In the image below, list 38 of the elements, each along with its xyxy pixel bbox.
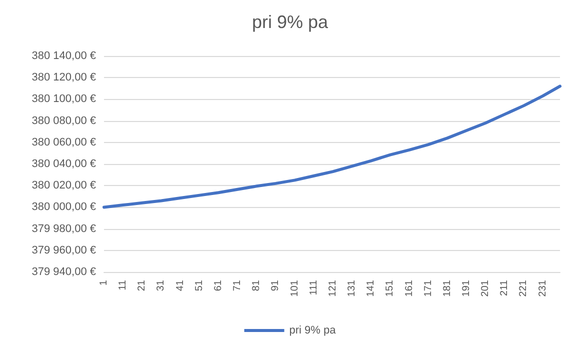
x-tick-label: 61: [212, 280, 224, 292]
y-tick-label: 379 980,00 €: [32, 222, 96, 235]
x-tick-label: 71: [232, 280, 244, 292]
x-tick-label: 91: [270, 280, 282, 292]
legend-label: pri 9% pa: [289, 324, 337, 336]
x-tick-label: 131: [346, 280, 358, 297]
line-series: [102, 84, 562, 209]
y-tick-label: 380 020,00 €: [32, 180, 96, 192]
x-tick-label: 31: [156, 280, 167, 292]
x-tick-label: 161: [404, 280, 415, 297]
x-tick-label: 141: [366, 280, 377, 297]
x-tick-label: 201: [480, 280, 492, 297]
chart-title: pri 9% pa: [252, 12, 330, 32]
y-tick-label: 380 040,00 €: [32, 158, 96, 170]
x-tick-label: 181: [442, 280, 453, 297]
x-tick-label: 51: [194, 280, 205, 292]
x-tick-label: 101: [289, 280, 300, 297]
x-tick-label: 191: [461, 280, 472, 297]
y-tick-label: 379 940,00 €: [32, 266, 96, 278]
x-tick-label: 11: [118, 280, 129, 290]
x-tick-label: 41: [174, 280, 186, 292]
x-tick-label: 221: [518, 280, 530, 297]
x-tick-label: 231: [537, 280, 548, 297]
y-tick-label: 380 120,00 €: [32, 72, 96, 84]
x-tick-label: 211: [499, 280, 510, 296]
y-tick-label: 380 100,00 €: [32, 93, 96, 106]
x-tick-label: 151: [384, 280, 396, 297]
y-tick-label: 380 000,00 €: [32, 201, 96, 214]
y-tick-label: 379 960,00 €: [32, 244, 96, 256]
y-tick-label: 380 060,00 €: [32, 136, 96, 148]
x-tick-label: 121: [327, 280, 338, 297]
x-tick-label: 21: [136, 280, 148, 292]
y-tick-label: 380 080,00 €: [32, 114, 96, 127]
x-tick-label: 171: [422, 280, 434, 297]
y-tick-label: 380 140,00 €: [32, 50, 96, 62]
x-tick-label: 1: [98, 280, 110, 286]
x-tick-label: 81: [251, 280, 262, 292]
x-tick-label: 111: [308, 280, 320, 296]
